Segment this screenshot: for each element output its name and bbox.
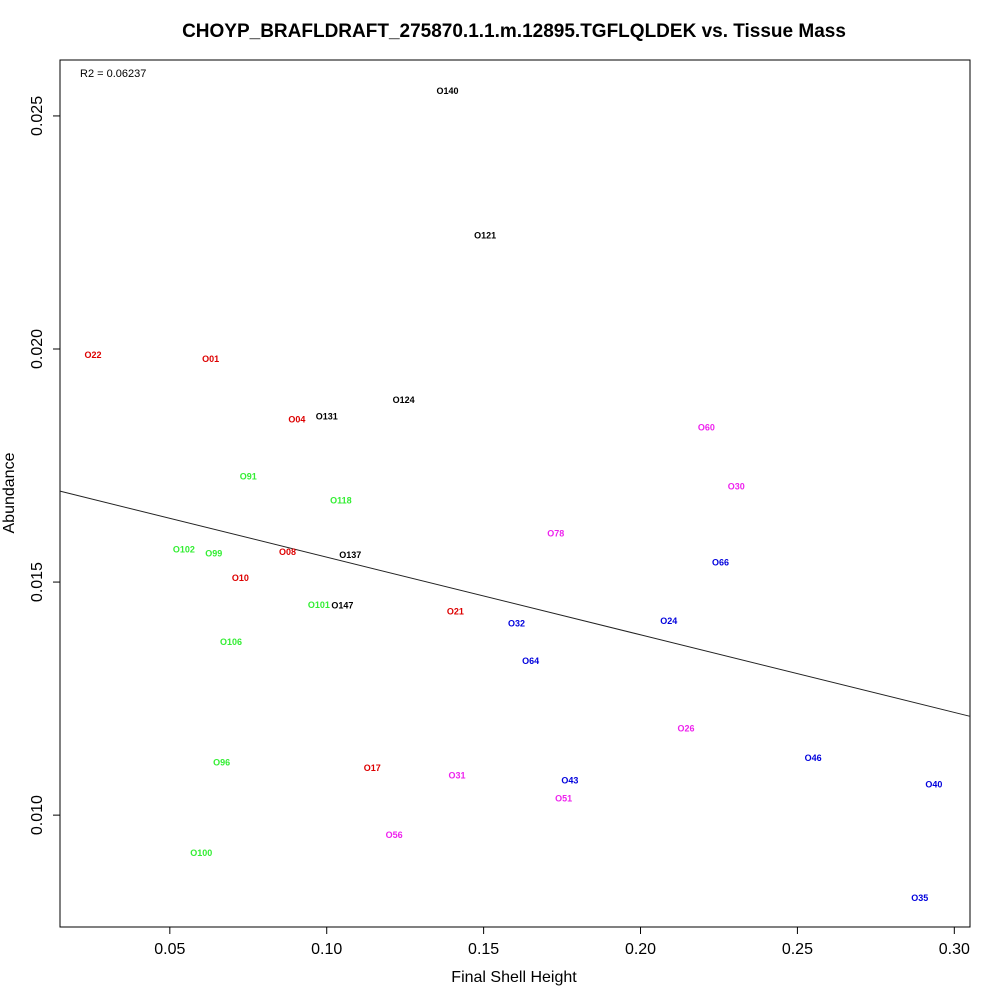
point-label: O30 [728,482,745,492]
point-label: O21 [447,606,464,616]
r2-annotation: R2 = 0.06237 [80,68,146,80]
point-label: O99 [205,549,222,559]
point-label: O140 [437,86,459,96]
point-label: O51 [555,793,572,803]
point-label: O26 [678,723,695,733]
point-label: O24 [660,616,677,626]
point-label: O124 [393,395,415,405]
y-axis-title: Abundance [1,452,18,533]
point-label: O131 [316,412,338,422]
point-label: O102 [173,544,195,554]
y-axis: 0.010 0.015 0.020 0.025 [29,96,61,835]
point-label: O91 [240,471,257,481]
point-label: O31 [448,771,465,781]
point-label: O43 [561,776,578,786]
x-tick-label: 0.05 [154,941,185,958]
x-axis-title: Final Shell Height [451,969,577,986]
x-tick-label: 0.25 [782,941,813,958]
y-tick-label: 0.010 [29,795,46,835]
point-label: O118 [330,495,352,505]
point-label: O32 [508,619,525,629]
point-label: O22 [84,350,101,360]
chart-title: CHOYP_BRAFLDRAFT_275870.1.1.m.12895.TGFL… [182,21,846,42]
point-label: O100 [190,848,212,858]
point-label: O01 [202,354,219,364]
x-tick-label: 0.30 [939,941,970,958]
y-tick-label: 0.025 [29,96,46,136]
point-label: O78 [547,529,564,539]
data-points: O140 O121 O124 O131 O137 O147 O22 O01 O04 O08 O10 O… [84,86,942,903]
point-label: O66 [712,557,729,567]
regression-line [59,490,971,717]
x-tick-label: 0.20 [625,941,656,958]
point-label: O137 [339,550,361,560]
point-label: O08 [279,547,296,557]
regression-line-group [59,490,971,717]
point-label: O46 [805,753,822,763]
y-tick-label: 0.020 [29,329,46,369]
point-label: O10 [232,573,249,583]
point-label: O35 [911,893,928,903]
point-label: O64 [522,656,539,666]
point-label: O96 [213,757,230,767]
point-label: O04 [288,414,305,424]
point-label: O60 [698,422,715,432]
point-label: O147 [331,600,353,610]
point-label: O17 [364,763,381,773]
x-tick-label: 0.15 [468,941,499,958]
y-tick-label: 0.015 [29,562,46,602]
point-label: O40 [925,779,942,789]
point-label: O101 [308,600,330,610]
point-label: O121 [474,230,496,240]
x-axis: 0.05 0.10 0.15 0.20 0.25 0.30 [154,926,970,958]
point-label: O106 [220,637,242,647]
point-label: O56 [386,830,403,840]
x-tick-label: 0.10 [311,941,342,958]
